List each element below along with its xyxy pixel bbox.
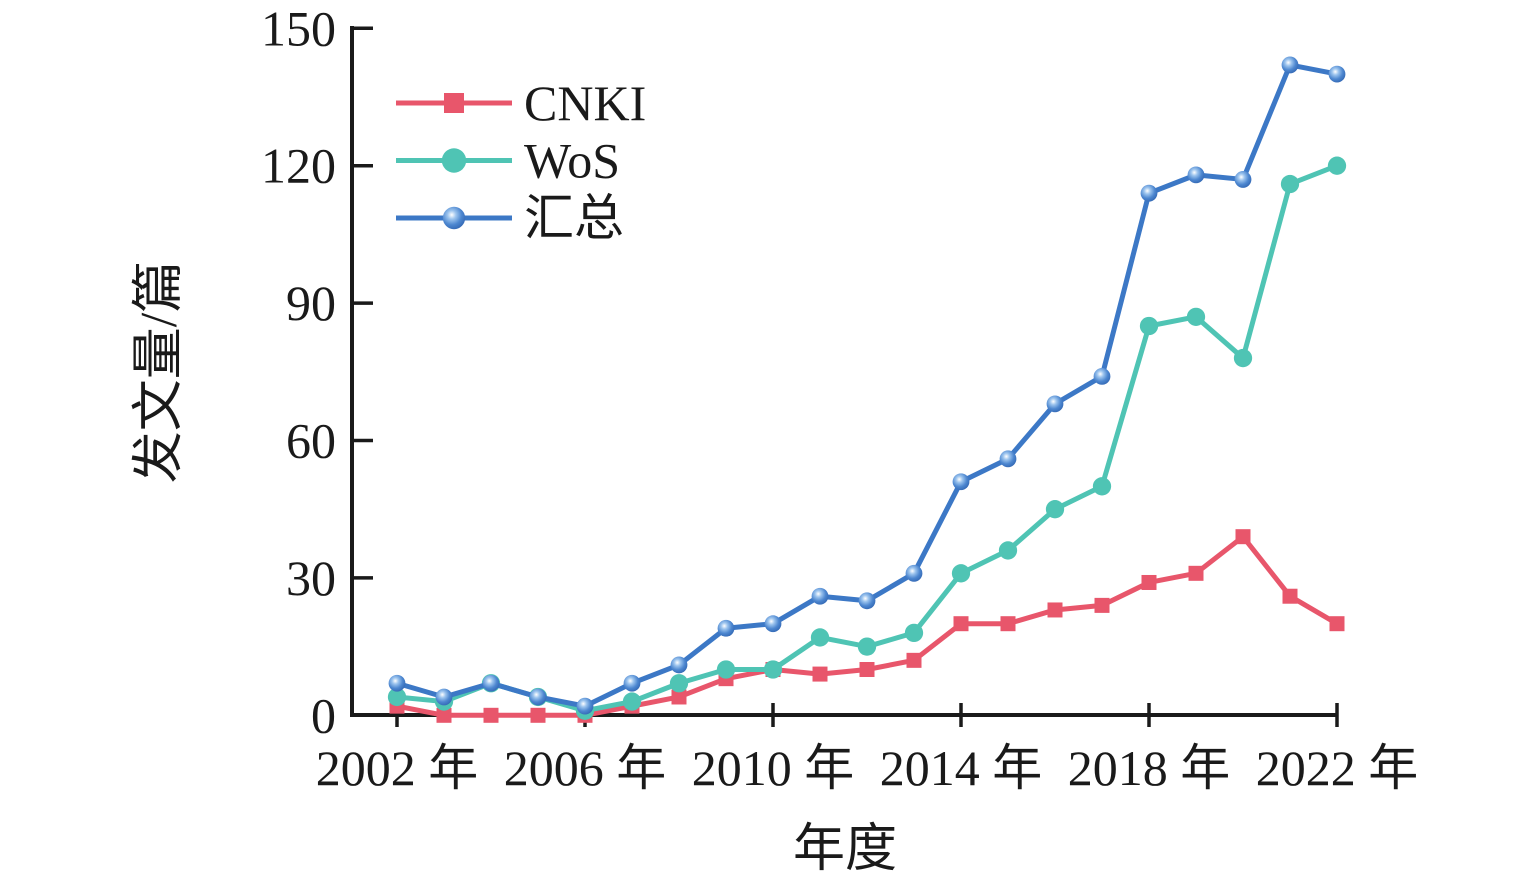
marker-square: [1047, 602, 1063, 618]
marker-square: [671, 689, 687, 705]
y-tick-label: 90: [286, 275, 336, 331]
marker-ball: [1234, 171, 1252, 188]
marker-ball: [717, 619, 735, 637]
marker-ball: [999, 450, 1017, 468]
marker-square: [1141, 574, 1157, 590]
marker-circle: [441, 148, 467, 173]
marker-ball: [576, 697, 594, 715]
y-tick-label: 120: [261, 138, 336, 194]
series-line-WoS: [396, 163, 1338, 714]
marker-circle: [1186, 307, 1206, 326]
marker-ball: [952, 473, 970, 491]
marker-ball: [1140, 184, 1158, 202]
marker-circle: [951, 564, 971, 583]
marker-circle: [387, 687, 407, 707]
marker-circle: [904, 623, 924, 643]
marker-circle: [998, 541, 1018, 560]
y-tick-label: 60: [286, 413, 336, 469]
marker-ball: [1046, 395, 1064, 413]
marker-circle: [1327, 156, 1347, 175]
marker-square: [1235, 529, 1251, 545]
legend-item-CNKI: CNKI: [396, 75, 646, 131]
y-tick-label: 30: [286, 550, 336, 606]
marker-circle: [1045, 500, 1065, 519]
marker-square: [1329, 616, 1345, 632]
marker-circle: [716, 660, 736, 679]
marker-square: [530, 707, 546, 723]
marker-ball: [529, 688, 547, 706]
marker-square: [1000, 616, 1016, 632]
marker-circle: [1139, 316, 1159, 336]
marker-ball: [905, 564, 923, 582]
x-axis-title: 年度: [793, 821, 897, 878]
marker-square: [1282, 588, 1298, 604]
data-series: [387, 56, 1347, 723]
marker-square: [1094, 597, 1110, 613]
legend-item-汇总: 汇总: [396, 190, 624, 246]
legend-item-WoS: WoS: [396, 133, 620, 189]
marker-ball: [811, 587, 829, 605]
x-tick-label: 2018 年: [1068, 740, 1231, 796]
marker-ball: [623, 674, 641, 692]
x-tick-label: 2010 年: [692, 740, 855, 796]
marker-square: [859, 662, 875, 677]
x-tick-label: 2014 年: [880, 740, 1043, 796]
marker-square: [953, 616, 969, 632]
marker-ball: [858, 592, 876, 610]
x-tick-label: 2002 年: [316, 740, 479, 796]
marker-ball: [764, 615, 782, 633]
marker-ball: [482, 674, 500, 692]
marker-circle: [763, 660, 783, 679]
marker-ball: [1093, 367, 1111, 385]
axes: 0 30 60 90 120 150 2002 年 2006 年 2010 年 2014 年 201…: [261, 0, 1418, 796]
marker-square: [1188, 565, 1204, 581]
marker-circle: [1280, 174, 1300, 194]
marker-circle: [669, 674, 689, 693]
marker-ball: [670, 656, 688, 674]
marker-square: [436, 707, 452, 723]
marker-ball: [1281, 56, 1299, 74]
marker-ball: [435, 688, 453, 706]
y-axis-title: 发文量/篇: [131, 261, 188, 483]
marker-square: [483, 707, 499, 723]
legend-label-CNKI: CNKI: [524, 75, 646, 131]
marker-circle: [1092, 477, 1112, 496]
marker-circle: [622, 692, 642, 711]
marker-square: [812, 666, 828, 682]
x-tick-label: 2006 年: [504, 740, 667, 796]
y-tick-label: 0: [311, 687, 336, 743]
legend-label-WoS: WoS: [524, 133, 620, 189]
series-汇总: [388, 56, 1346, 715]
marker-ball: [388, 674, 406, 692]
marker-circle: [857, 637, 877, 656]
legend-label-汇总: 汇总: [524, 190, 624, 246]
marker-circle: [810, 628, 830, 647]
marker-circle: [1233, 348, 1253, 368]
y-tick-label: 150: [261, 0, 336, 56]
marker-ball: [1328, 65, 1346, 83]
marker-square: [906, 652, 922, 668]
marker-square: [444, 93, 464, 113]
marker-ball: [1187, 166, 1205, 184]
x-tick-label: 2022 年: [1256, 740, 1419, 796]
marker-ball: [442, 206, 466, 230]
